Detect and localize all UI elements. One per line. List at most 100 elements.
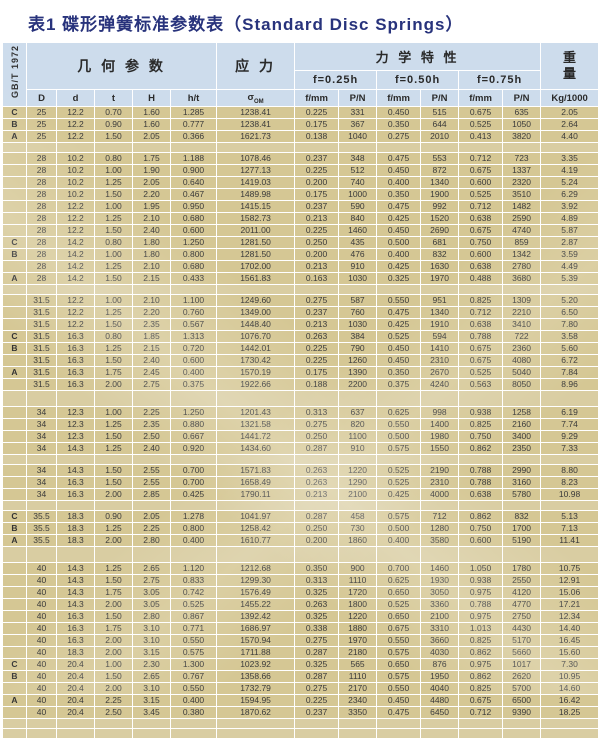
header-mechanical: 力 学 特 性 [294, 42, 542, 71]
data-cell: 2.20 [132, 188, 171, 201]
data-cell: 1358.66 [216, 670, 296, 683]
data-cell: 0.138 [294, 130, 340, 143]
data-cell: 4000 [420, 488, 460, 501]
header-f050: f=0.50h [376, 70, 460, 90]
data-cell: 40 [26, 634, 57, 647]
data-cell: 0.550 [376, 294, 422, 307]
empty-cell [420, 728, 460, 739]
data-cell: 0.250 [294, 236, 340, 249]
data-cell: 0.325 [294, 610, 340, 623]
data-cell: 1258.42 [216, 522, 296, 535]
data-cell: 0.433 [169, 272, 218, 285]
data-cell: 0.350 [376, 366, 422, 379]
data-cell: 0.675 [376, 622, 422, 635]
data-cell: 1.75 [94, 366, 133, 379]
data-cell: 0.400 [376, 176, 422, 189]
data-cell: 2010 [420, 130, 460, 143]
header-weight-char1: 重 [563, 49, 577, 65]
empty-cell [420, 546, 460, 563]
data-cell: 31.5 [26, 330, 57, 343]
data-cell: 1.50 [94, 188, 133, 201]
table-row: 28 12.2 1.25 2.10 0.680 1582.73 0.213 840 0.425 1… [2, 212, 600, 225]
page-title: 表1 碟形弹簧标准参数表（Standard Disc Springs） [28, 15, 464, 34]
data-cell: 0.788 [458, 330, 504, 343]
data-cell: 1561.83 [216, 272, 296, 285]
data-cell: 2170 [338, 682, 378, 695]
data-cell: 14.3 [56, 442, 95, 455]
data-cell: 0.213 [294, 488, 340, 501]
data-cell: 10.2 [56, 188, 95, 201]
data-cell: 34 [26, 430, 57, 443]
data-cell: 1212.68 [216, 562, 296, 575]
empty-cell [26, 284, 57, 295]
data-cell: 2.00 [94, 682, 133, 695]
data-cell: 1299.30 [216, 574, 296, 587]
table-row: 40 14.3 2.00 3.05 0.525 1455.22 0.263 1800 0.525… [2, 598, 600, 611]
data-cell: 2.55 [132, 476, 171, 489]
data-cell: 28 [26, 164, 57, 177]
data-cell: 0.80 [94, 236, 133, 249]
data-cell: 2.65 [132, 670, 171, 683]
data-cell: 40 [26, 682, 57, 695]
separator-row [2, 728, 600, 739]
empty-cell [540, 454, 600, 465]
data-cell: 16.3 [56, 342, 95, 355]
data-cell: 4740 [502, 224, 542, 237]
data-cell: 20.4 [56, 670, 95, 683]
data-cell: 1.50 [94, 354, 133, 367]
data-cell: 1571.83 [216, 464, 296, 477]
data-cell: 2.00 [94, 598, 133, 611]
data-cell: 740 [338, 176, 378, 189]
data-cell: 0.350 [376, 118, 422, 131]
data-cell: 4030 [420, 646, 460, 659]
empty-cell [420, 390, 460, 407]
empty-cell [458, 546, 504, 563]
series-cell: A [2, 694, 27, 707]
series-cell [2, 294, 27, 307]
data-cell: 1448.40 [216, 318, 296, 331]
empty-cell [376, 546, 422, 563]
series-cell [2, 306, 27, 319]
data-cell: 0.313 [294, 574, 340, 587]
data-cell: 9.29 [540, 430, 600, 443]
data-cell: 16.42 [540, 694, 600, 707]
data-cell: 0.225 [294, 694, 340, 707]
data-cell: 4080 [502, 354, 542, 367]
series-cell: A [2, 130, 27, 143]
data-cell: 2.05 [132, 130, 171, 143]
data-cell: 0.425 [169, 488, 218, 501]
empty-cell [294, 546, 340, 563]
data-cell: 1.50 [94, 610, 133, 623]
table-row: B 40 20.4 1.50 2.65 0.767 1358.66 0.287 1110 0.57… [2, 670, 600, 683]
data-cell: 730 [338, 522, 378, 535]
empty-cell [540, 142, 600, 153]
data-cell: 1.250 [169, 406, 218, 419]
data-cell: 0.450 [376, 694, 422, 707]
data-cell: 12.2 [56, 306, 95, 319]
data-cell: 1110 [338, 670, 378, 683]
data-cell: 1.100 [169, 294, 218, 307]
data-cell: 0.338 [294, 622, 340, 635]
data-cell: 0.525 [376, 330, 422, 343]
data-cell: 3.10 [132, 682, 171, 695]
data-cell: 0.862 [458, 510, 504, 523]
series-cell [2, 442, 27, 455]
table-row: 40 16.3 1.50 2.80 0.867 1392.42 0.325 1220 0.650… [2, 610, 600, 623]
data-cell: 0.600 [169, 224, 218, 237]
table-row: A 40 20.4 2.25 3.15 0.400 1594.95 0.225 2340 0.45… [2, 694, 600, 707]
data-cell: 1.25 [94, 342, 133, 355]
table-row: C 31.5 16.3 0.80 1.85 1.313 1076.70 0.263 384 0.5… [2, 330, 600, 343]
table-row: 40 14.3 1.50 2.75 0.833 1299.30 0.313 1110 0.625… [2, 574, 600, 587]
data-cell: 1455.22 [216, 598, 296, 611]
data-cell: 1.25 [94, 306, 133, 319]
series-cell [2, 488, 27, 501]
empty-cell [2, 454, 27, 465]
data-cell: 0.400 [169, 366, 218, 379]
data-cell: 681 [420, 236, 460, 249]
data-cell: 3050 [420, 586, 460, 599]
data-cell: 0.425 [376, 488, 422, 501]
empty-cell [2, 390, 27, 407]
empty-cell [338, 142, 378, 153]
table-row: B 31.5 16.3 1.25 2.15 0.720 1442.01 0.225 790 0.4… [2, 342, 600, 355]
data-cell: 3580 [420, 534, 460, 547]
